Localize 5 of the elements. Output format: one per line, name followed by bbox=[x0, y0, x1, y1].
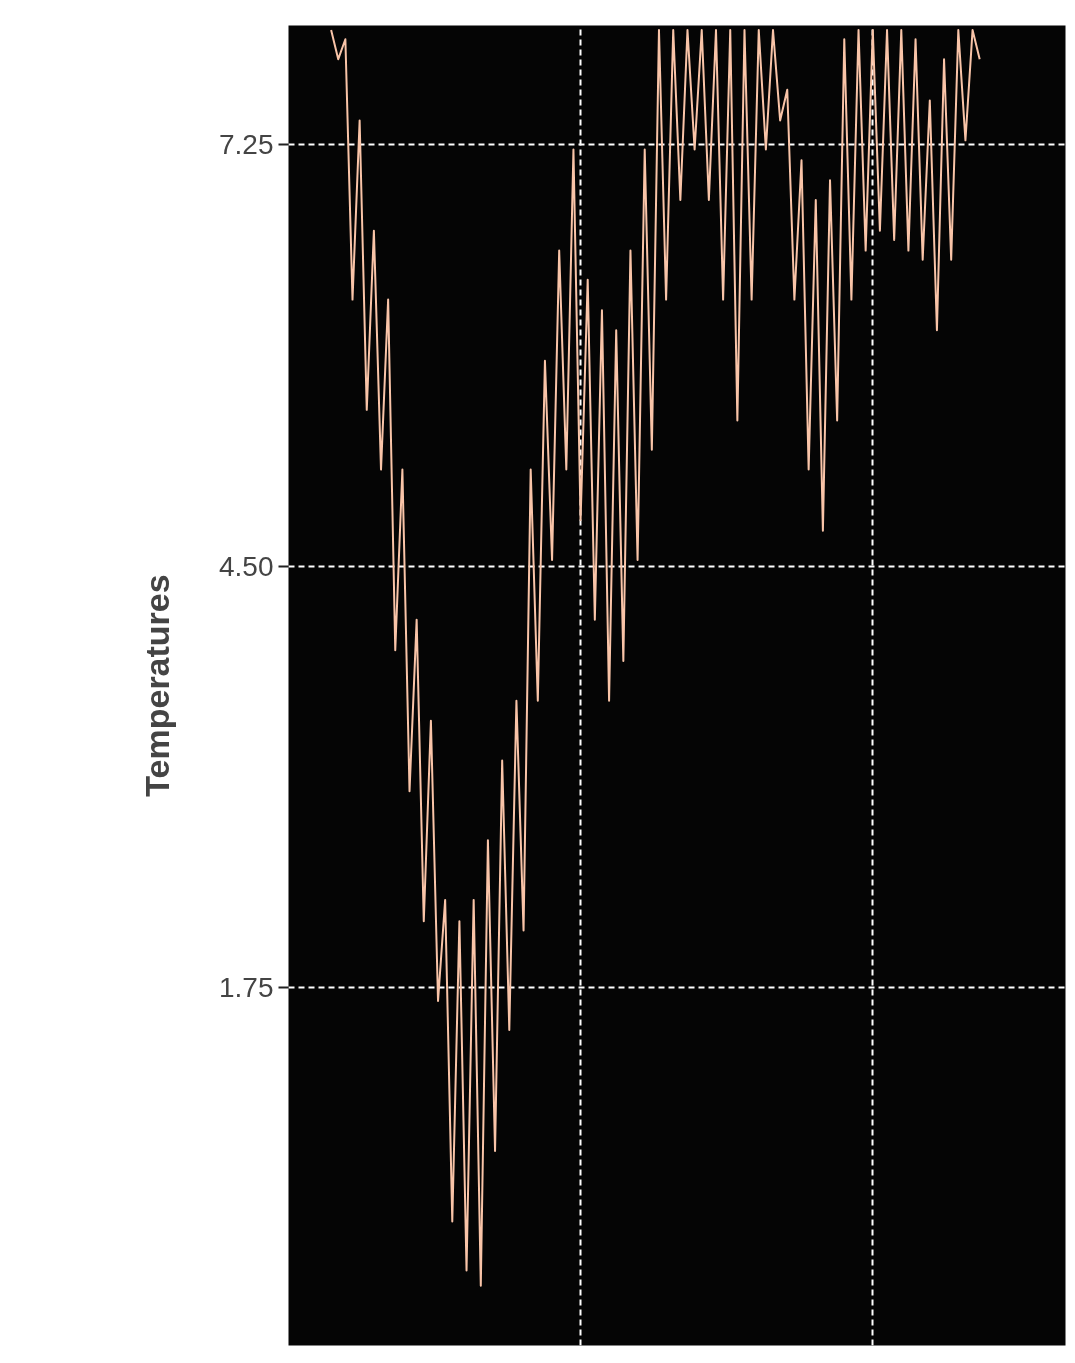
y-tick-label: 1.75 bbox=[219, 971, 274, 1003]
y-axis-title: Temperatures bbox=[138, 574, 176, 797]
y-tick-label: 4.50 bbox=[219, 550, 274, 582]
y-tick-label: 7.25 bbox=[219, 129, 274, 161]
line-series bbox=[330, 29, 981, 1287]
